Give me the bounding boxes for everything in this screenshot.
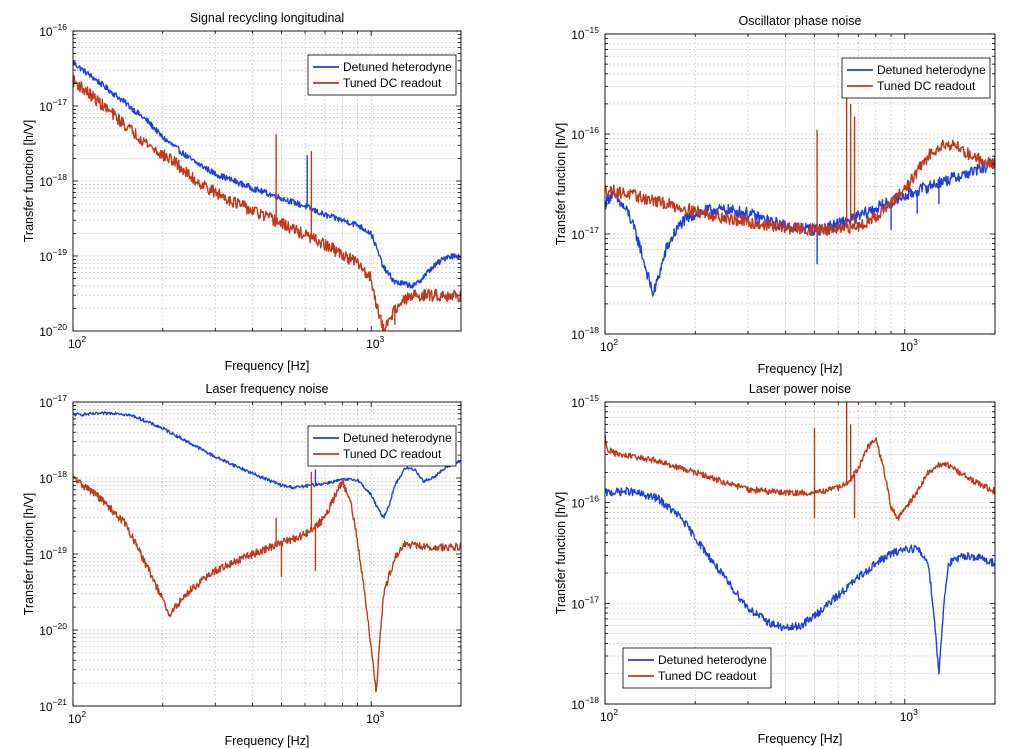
- legend-entry: Detuned heterodyne: [343, 431, 452, 445]
- chart-laser-frequency-noise: 102 103 10−21 10−20 10−19 10−18 10−17 Laser fre…: [22, 382, 462, 748]
- y-tick-label: 10−18: [39, 469, 67, 486]
- legend-entry: Detuned heterodyne: [343, 60, 452, 74]
- x-tick-label: 103: [900, 707, 918, 724]
- y-tick-label: 10−19: [39, 545, 67, 562]
- legend-entry: Tuned DC readout: [877, 79, 976, 93]
- axes-frame: [604, 33, 996, 335]
- legend-entry: Tuned DC readout: [658, 669, 757, 683]
- y-tick-label: 10−18: [571, 325, 599, 342]
- legend: Detuned heterodyne Tuned DC readout: [307, 54, 457, 96]
- series-detuned-heterodyne-line: [73, 411, 461, 519]
- chart-title: Signal recycling longitudinal: [190, 11, 344, 25]
- x-tick-label: 103: [366, 709, 384, 726]
- legend-entry: Tuned DC readout: [343, 76, 442, 90]
- legend-box: [307, 54, 457, 96]
- y-tick-label: 10−18: [571, 695, 599, 712]
- y-tick-label: 10−17: [571, 594, 599, 611]
- legend-box: [307, 425, 457, 467]
- y-tick-label: 10−21: [39, 697, 67, 714]
- legend-entry: Detuned heterodyne: [877, 63, 986, 77]
- x-tick-label: 103: [900, 337, 918, 354]
- y-tick-label: 10−17: [39, 97, 67, 114]
- series-tuned-dc-readout-line: [73, 74, 461, 331]
- series-detuned-heterodyne-line: [605, 486, 995, 675]
- y-tick-label: 10−20: [39, 322, 67, 339]
- axes-frame: [604, 401, 996, 705]
- series-detuned-heterodyne-line: [73, 61, 461, 289]
- series-tuned-dc-readout-line: [605, 402, 995, 521]
- chart-signal-recycling-longitudinal: 102 103 10−20 10−19 10−18 10−17 10−16 Signal re…: [22, 11, 462, 373]
- y-tick-label: 10−19: [39, 247, 67, 264]
- tick-marks: [72, 30, 462, 332]
- y-tick-label: 10−16: [571, 125, 599, 142]
- x-tick-label: 102: [68, 709, 86, 726]
- x-axis-label: Frequency [Hz]: [225, 734, 310, 748]
- x-tick-label: 102: [68, 334, 86, 351]
- chart-title: Oscillator phase noise: [739, 14, 862, 28]
- y-axis-label: Transfer function [h/V]: [554, 492, 568, 615]
- tick-marks: [604, 33, 996, 335]
- y-tick-label: 10−17: [571, 225, 599, 242]
- x-axis-label: Frequency [Hz]: [758, 732, 843, 746]
- legend-box: [841, 57, 991, 99]
- series-group: [605, 402, 995, 675]
- chart-title: Laser power noise: [749, 382, 851, 396]
- chart-title: Laser frequency noise: [206, 382, 329, 396]
- legend-entry: Detuned heterodyne: [658, 653, 767, 667]
- legend-box: [622, 647, 772, 689]
- series-tuned-dc-readout-line: [73, 471, 461, 693]
- series-group: [605, 83, 995, 297]
- legend-entry: Tuned DC readout: [343, 447, 442, 461]
- series-tuned-dc-readout-line: [605, 83, 995, 237]
- chart-laser-power-noise: 102 103 10−18 10−17 10−16 10−15 Laser power no…: [554, 382, 996, 746]
- y-tick-label: 10−16: [571, 494, 599, 511]
- tick-marks: [604, 401, 996, 705]
- y-tick-label: 10−15: [571, 25, 599, 42]
- legend: Detuned heterodyne Tuned DC readout: [307, 425, 457, 467]
- y-tick-label: 10−17: [39, 393, 67, 410]
- series-group: [73, 411, 461, 693]
- x-axis-label: Frequency [Hz]: [225, 359, 310, 373]
- y-tick-label: 10−18: [39, 172, 67, 189]
- legend: Detuned heterodyne Tuned DC readout: [622, 647, 772, 689]
- x-axis-label: Frequency [Hz]: [758, 362, 843, 376]
- x-tick-label: 102: [600, 337, 618, 354]
- legend: Detuned heterodyne Tuned DC readout: [841, 57, 991, 99]
- y-axis-label: Transfer function [h/V]: [554, 123, 568, 246]
- tick-marks: [72, 401, 462, 707]
- y-axis-label: Transfer function [h/V]: [22, 493, 36, 616]
- y-axis-label: Transfer function [h/V]: [22, 120, 36, 243]
- chart-oscillator-phase-noise: 102 103 10−18 10−17 10−16 10−15 Oscillator pha…: [554, 14, 996, 376]
- x-tick-label: 102: [600, 707, 618, 724]
- series-group: [73, 61, 461, 331]
- y-tick-label: 10−20: [39, 621, 67, 638]
- x-tick-label: 103: [366, 334, 384, 351]
- y-tick-label: 10−15: [571, 393, 599, 410]
- y-tick-label: 10−16: [39, 22, 67, 39]
